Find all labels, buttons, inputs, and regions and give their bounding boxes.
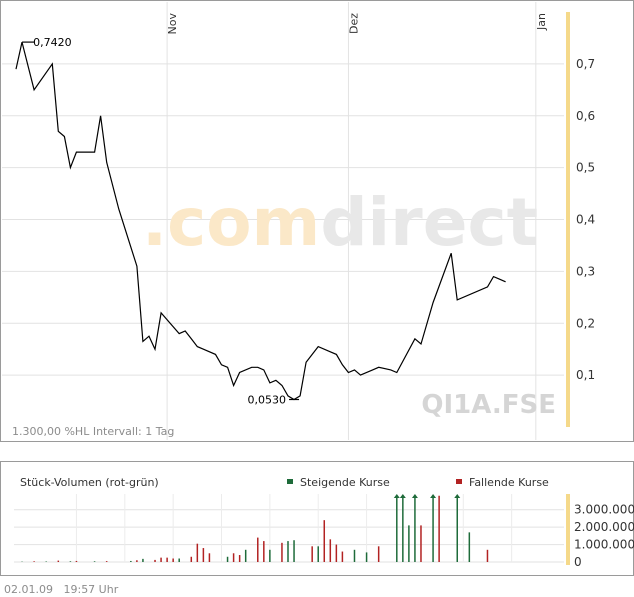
timestamp: 02.01.09 19:57 Uhr bbox=[4, 583, 118, 596]
legend-up-label: Steigende Kurse bbox=[300, 476, 390, 489]
price-line bbox=[15, 41, 506, 401]
month-axis-labels: Nov Dez Jan bbox=[166, 13, 548, 35]
brand-watermark-direct: direct bbox=[320, 184, 538, 261]
volume-overflow-arrow bbox=[454, 494, 461, 498]
price-accent-bar bbox=[566, 12, 570, 427]
legend-down-swatch bbox=[456, 479, 462, 484]
price-month-gridlines bbox=[166, 2, 537, 440]
volume-tick-label: 2.000.000 bbox=[574, 520, 634, 534]
price-tick-label: 0,3 bbox=[576, 264, 595, 278]
legend-down-label: Fallende Kurse bbox=[469, 476, 549, 489]
high-label: 0,7420 bbox=[33, 36, 72, 49]
volume-tick-label: 0 bbox=[574, 555, 582, 569]
volume-bars bbox=[21, 494, 489, 562]
brand-watermark: .comdirect bbox=[142, 184, 538, 261]
chart-meta-text: 1.300,00 %HL Intervall: 1 Tag bbox=[12, 425, 174, 438]
price-tick-label: 0,2 bbox=[576, 316, 595, 330]
volume-accent-bar bbox=[566, 494, 570, 565]
volume-axis-labels: 0 1.000.000 2.000.000 3.000.000 bbox=[574, 503, 634, 569]
high-annotation: 0,7420 bbox=[22, 36, 72, 49]
price-panel-frame bbox=[0, 0, 634, 442]
volume-tick-label: 1.000.000 bbox=[574, 538, 634, 552]
price-tick-label: 0,7 bbox=[576, 57, 595, 71]
price-axis-labels: 0,1 0,2 0,3 0,4 0,5 0,6 0,7 bbox=[576, 57, 595, 382]
volume-overflow-arrow bbox=[411, 494, 418, 498]
symbol-watermark: QI1A.FSE bbox=[421, 390, 556, 420]
price-tick-label: 0,1 bbox=[576, 368, 595, 382]
volume-overflow-arrow bbox=[399, 494, 406, 498]
volume-title: Stück-Volumen (rot-grün) bbox=[20, 476, 159, 489]
volume-overflow-arrow bbox=[430, 494, 437, 498]
price-tick-label: 0,4 bbox=[576, 213, 595, 227]
volume-overflow-arrow bbox=[393, 494, 400, 498]
brand-watermark-com: .com bbox=[142, 184, 320, 261]
month-label: Dez bbox=[347, 13, 360, 34]
volume-tick-label: 3.000.000 bbox=[574, 503, 634, 517]
price-gridlines bbox=[2, 63, 564, 376]
low-label: 0,0530 bbox=[248, 394, 287, 407]
timestamp-time: 19:57 Uhr bbox=[63, 583, 119, 596]
timestamp-date: 02.01.09 bbox=[4, 583, 53, 596]
legend-up-swatch bbox=[287, 479, 293, 484]
volume-panel-frame bbox=[0, 461, 634, 576]
low-annotation: 0,0530 bbox=[248, 394, 300, 407]
month-label: Jan bbox=[535, 13, 548, 31]
legend-down: Fallende Kurse bbox=[456, 476, 549, 489]
legend-up: Steigende Kurse bbox=[287, 476, 390, 489]
month-label: Nov bbox=[166, 13, 179, 35]
price-tick-label: 0,5 bbox=[576, 161, 595, 175]
price-tick-label: 0,6 bbox=[576, 109, 595, 123]
